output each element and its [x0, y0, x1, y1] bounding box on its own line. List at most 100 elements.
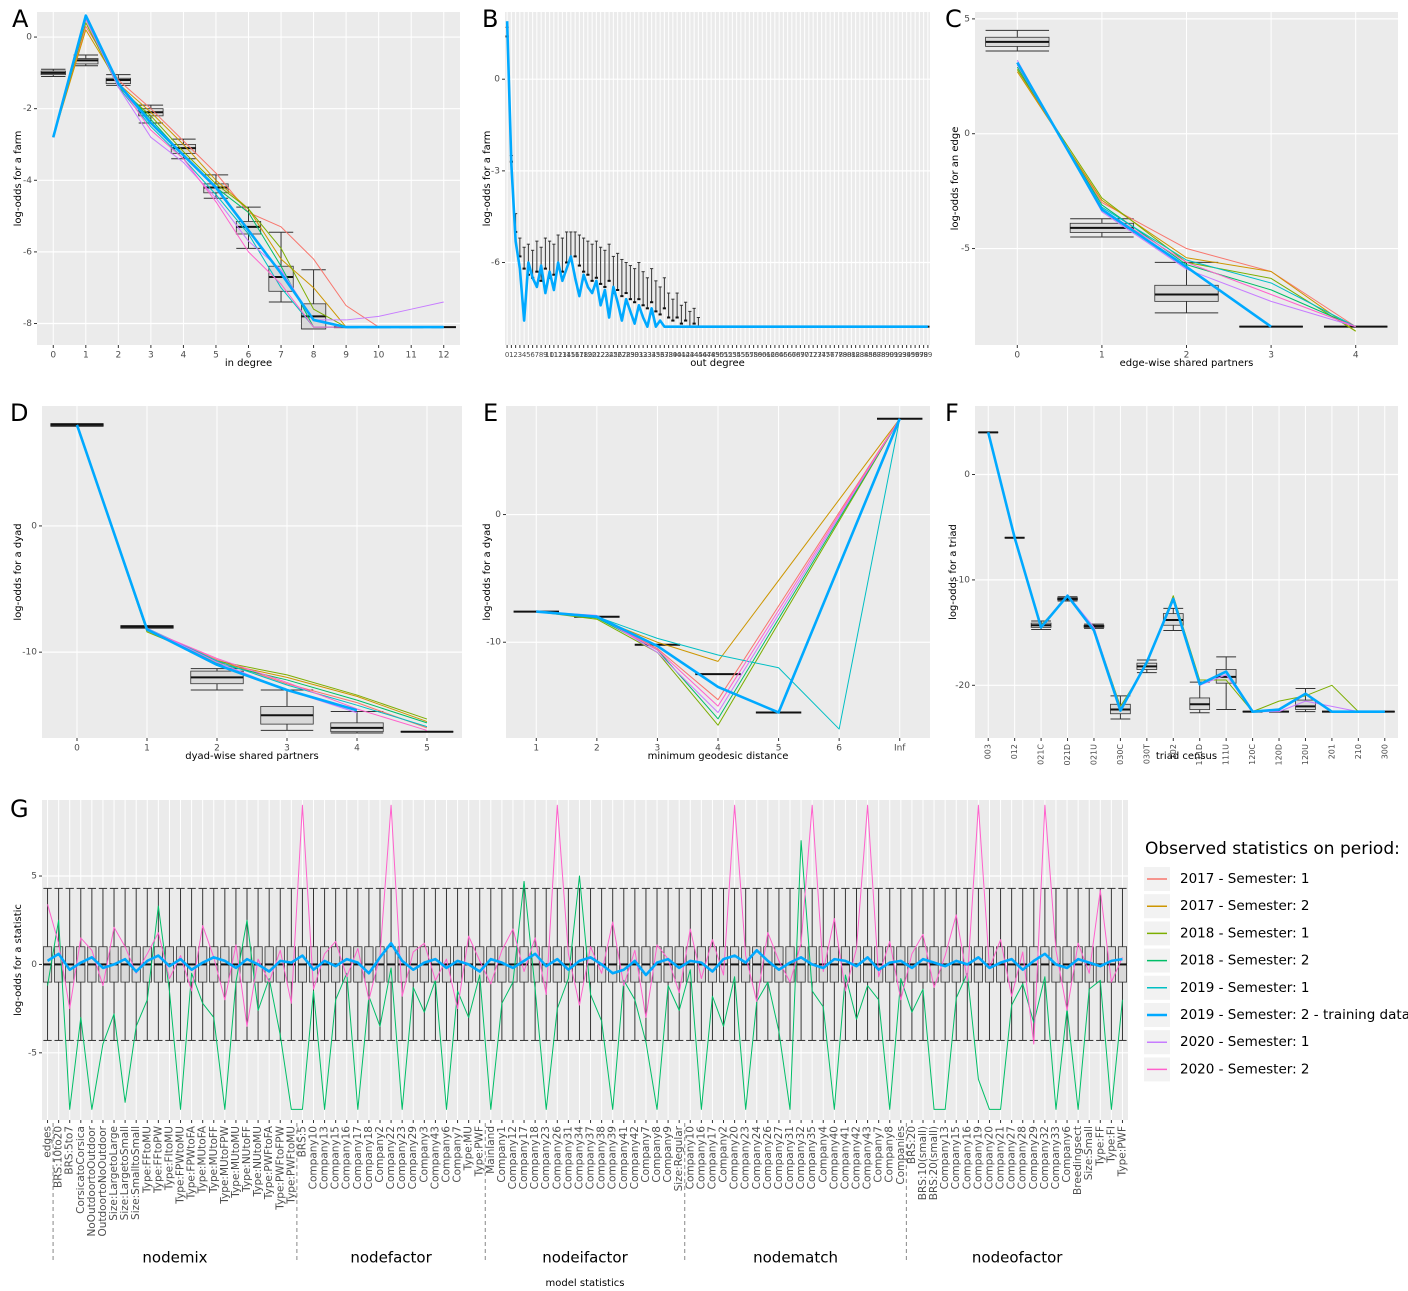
x-tick-label: Company33 — [1050, 1126, 1062, 1189]
x-axis-title: model statistics — [546, 1278, 625, 1289]
x-tick-label: Type:PWF — [474, 1126, 486, 1177]
x-tick-label: 75 — [821, 351, 830, 359]
x-tick-label: Companies — [895, 1126, 907, 1185]
y-tick-label: -20 — [955, 681, 970, 691]
panel-label: E — [483, 399, 498, 427]
x-tick-label: 99 — [923, 351, 932, 359]
y-tick-label: -6 — [491, 258, 500, 268]
x-tick-label: Company7 — [452, 1126, 464, 1183]
x-tick-label: 102 — [1169, 744, 1178, 759]
series-line — [1016, 61, 1272, 328]
panel-label: D — [10, 399, 28, 427]
series-line — [46, 941, 1123, 977]
x-tick-label: Company26 — [762, 1126, 774, 1190]
x-tick-label: Type:NUtoMU — [252, 1126, 264, 1197]
x-tick-label: 5 — [213, 351, 219, 361]
x-tick-label: Size:Small — [1083, 1126, 1095, 1180]
x-tick-label: Company6 — [1061, 1126, 1073, 1183]
group-label: nodematch — [753, 1249, 838, 1267]
x-tick-label: 021D — [1063, 744, 1072, 765]
x-tick-label: Type:MUtoFPW — [219, 1125, 231, 1204]
x-tick-label: 120D — [1275, 744, 1284, 765]
legend-label: 2020 - Semester: 2 — [1180, 1061, 1310, 1077]
x-tick-label: Type:NUtoFF — [241, 1126, 253, 1193]
x-tick-label: 49 — [711, 351, 720, 359]
x-tick-label: Company18 — [529, 1126, 541, 1189]
x-tick-label: 28 — [622, 351, 631, 359]
x-tick-label: Company12 — [507, 1126, 519, 1189]
x-tick-label: 52 — [724, 351, 733, 359]
x-tick-label: 92 — [894, 351, 903, 359]
x-tick-label: edges — [42, 1126, 54, 1158]
x-tick-label: 10 — [545, 351, 554, 359]
x-tick-label: Company19 — [972, 1126, 984, 1189]
panel-label: G — [10, 795, 29, 823]
x-tick-label: Mainland — [485, 1126, 497, 1174]
x-tick-label: Company15 — [330, 1126, 342, 1189]
y-tick-label: 0 — [495, 510, 501, 520]
x-tick-label: 85 — [864, 351, 873, 359]
x-tick-label: 96 — [911, 351, 920, 359]
x-tick-label: 86 — [868, 351, 877, 359]
x-tick-label: 7 — [535, 351, 539, 359]
x-tick-label: 3 — [284, 744, 290, 754]
x-tick-label: 65 — [779, 351, 788, 359]
x-tick-label: 91 — [889, 351, 898, 359]
x-tick-label: 43 — [685, 351, 694, 359]
x-tick-label: Company20 — [983, 1126, 995, 1189]
x-tick-label: Company26 — [551, 1126, 563, 1190]
x-tick-label: 4 — [181, 351, 187, 361]
x-tick-label: Company43 — [862, 1126, 874, 1189]
y-tick-label: -8 — [23, 319, 32, 329]
x-tick-label: Company9 — [662, 1126, 674, 1183]
x-tick-label: Company6 — [440, 1126, 452, 1183]
x-tick-label: 88 — [877, 351, 886, 359]
x-tick-label: Company32 — [795, 1126, 807, 1189]
legend-label: 2019 - Semester: 2 - training data — [1180, 1007, 1408, 1023]
y-axis-title: log-odds for an edge — [950, 127, 961, 231]
y-tick-label: -2 — [23, 104, 32, 114]
x-tick-label: BRS:20 — [906, 1126, 918, 1164]
x-tick-label: 12 — [438, 351, 449, 361]
x-tick-label: 3 — [1268, 351, 1274, 361]
x-tick-label: Company29 — [1028, 1126, 1040, 1189]
x-tick-label: 3 — [148, 351, 154, 361]
y-axis-title: log-odds for a dyad — [482, 523, 493, 620]
series-line — [52, 18, 444, 321]
legend-label: 2017 - Semester: 2 — [1180, 898, 1310, 914]
x-tick-label: 1 — [144, 744, 150, 754]
x-tick-label: 63 — [770, 351, 779, 359]
x-tick-label: CorsicatoCorsica — [75, 1126, 87, 1214]
x-tick-label: 78 — [834, 351, 843, 359]
x-tick-label: 32 — [639, 351, 648, 359]
series-line — [536, 418, 901, 714]
plot-background — [505, 12, 930, 345]
x-tick-label: Company7 — [640, 1126, 652, 1183]
x-tick-label: 26 — [613, 351, 622, 359]
x-tick-label: Company4 — [817, 1126, 829, 1183]
legend: Observed statistics on period: 2017 - Se… — [1144, 839, 1408, 1082]
x-tick-label: 2 — [513, 351, 517, 359]
x-tick-label: 97 — [915, 351, 924, 359]
legend-label: 2018 - Semester: 2 — [1180, 953, 1310, 969]
x-axis-title: in degree — [225, 358, 272, 369]
x-tick-label: OutdoortoNoOutdoor — [97, 1125, 109, 1236]
x-tick-label: 2 — [115, 351, 121, 361]
x-tick-label: 14 — [562, 351, 571, 359]
x-tick-label: Type:FPWtoFA — [186, 1125, 198, 1200]
x-tick-label: 3 — [655, 744, 661, 754]
x-tick-label: 2 — [594, 744, 600, 754]
x-tick-label: Company1 — [496, 1126, 508, 1183]
series-line — [505, 21, 928, 328]
x-tick-label: 83 — [855, 351, 864, 359]
x-tick-label: 012 — [1010, 744, 1019, 759]
panel-label: B — [482, 5, 498, 33]
x-tick-label: 3 — [518, 351, 522, 359]
x-tick-label: Company16 — [341, 1126, 353, 1190]
x-tick-label: 4 — [715, 744, 721, 754]
x-tick-label: 74 — [817, 351, 826, 359]
y-tick-label: -6 — [23, 247, 32, 257]
x-tick-label: Company27 — [1006, 1126, 1018, 1189]
x-tick-label: 47 — [702, 351, 711, 359]
x-tick-label: 94 — [902, 351, 911, 359]
